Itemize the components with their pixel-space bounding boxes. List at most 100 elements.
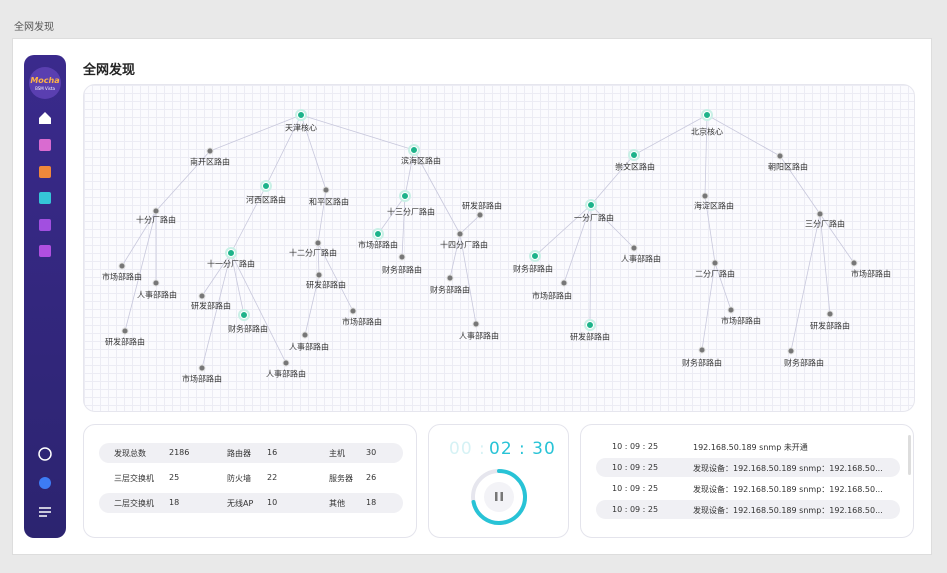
node-label: 十二分厂路由: [289, 248, 337, 258]
edge: [779, 155, 821, 215]
nav-item[interactable]: [39, 192, 51, 204]
scrollbar[interactable]: [908, 435, 911, 475]
node-label: 海淀区路由: [694, 201, 734, 211]
log-time: 10 : 09 : 25: [612, 505, 659, 514]
node-label: 财务部路由: [382, 265, 422, 275]
nav-more[interactable]: [39, 477, 51, 489]
stat-label: 无线AP: [227, 499, 254, 508]
edge: [589, 204, 592, 326]
node-dot: [446, 274, 454, 282]
node-dot: [476, 211, 484, 219]
node-dot: [630, 151, 638, 159]
node-label: 市场部路由: [102, 272, 142, 282]
node-dot: [121, 327, 129, 335]
edge: [201, 252, 232, 297]
node-dot: [315, 271, 323, 279]
nav-item[interactable]: [39, 139, 51, 151]
stat-value: 25: [169, 473, 180, 482]
node-label: 十四分厂路由: [440, 240, 488, 250]
stat-value: 2186: [169, 448, 190, 457]
node-label: 市场部路由: [182, 374, 222, 384]
edge: [300, 114, 415, 151]
sidebar: Mocha BSM Vista: [24, 55, 66, 538]
stats-row: 三层交换机 25 防火墙 22 服务器 26: [99, 468, 403, 488]
node-dot: [297, 111, 305, 119]
nav-menu[interactable]: [39, 507, 51, 517]
node-dot: [787, 347, 795, 355]
node-dot: [816, 210, 824, 218]
breadcrumb: 全网发现: [14, 22, 54, 33]
node-dot: [560, 279, 568, 287]
nav-item[interactable]: [39, 166, 51, 178]
edge: [300, 114, 327, 191]
nav-item[interactable]: [39, 245, 51, 257]
node-dot: [322, 186, 330, 194]
node-label: 财务部路由: [430, 285, 470, 295]
node-label: 天津核心: [285, 123, 317, 133]
log-time: 10 : 09 : 25: [612, 484, 659, 493]
log-message: 发现设备：192.168.50.189 snmp：192.168.50...: [693, 485, 883, 494]
node-label: 朝阳区路由: [768, 162, 808, 172]
edge: [230, 252, 245, 316]
stat-label: 主机: [329, 449, 345, 458]
edge: [265, 114, 302, 187]
stat-label: 发现总数: [114, 449, 146, 458]
nav-settings[interactable]: [38, 447, 52, 461]
node-label: 人事部路由: [266, 369, 306, 379]
edge: [304, 274, 320, 336]
log-card: 10 : 09 : 25 192.168.50.189 snmp 未开通 10 : …: [580, 424, 914, 538]
node-label: 南开区路由: [190, 157, 230, 167]
node-label: 研发部路由: [570, 332, 610, 342]
stat-label: 防火墙: [227, 474, 251, 483]
edge: [121, 210, 157, 267]
node-dot: [314, 239, 322, 247]
stat-value: 30: [366, 448, 377, 457]
node-label: 十三分厂路由: [387, 207, 435, 217]
edge: [633, 114, 708, 156]
node-dot: [118, 262, 126, 270]
node-dot: [472, 320, 480, 328]
node-label: 研发部路由: [462, 201, 502, 211]
stat-value: 22: [267, 473, 278, 482]
stats-card: 发现总数 2186 路由器 16 主机 30 三层交换机 25 防火墙 22 服务器 26 二层交换机 1…: [83, 424, 417, 538]
node-label: 人事部路由: [289, 342, 329, 352]
node-dot: [711, 259, 719, 267]
edge: [317, 242, 320, 276]
node-label: 市场部路由: [851, 269, 891, 279]
topology-graph: 天津核心 南开区路由 滨海区路由 河西区路由 和平区路由 十分厂路由 十三分厂路由 研发部路由…: [83, 84, 915, 412]
node-dot: [727, 306, 735, 314]
node-dot: [850, 259, 858, 267]
edge: [819, 213, 855, 264]
edge: [459, 214, 481, 235]
node-label: 和平区路由: [309, 197, 349, 207]
node-dot: [701, 192, 709, 200]
stat-value: 16: [267, 448, 278, 457]
edge: [790, 213, 821, 352]
nav-item[interactable]: [39, 219, 51, 231]
node-label: 研发部路由: [306, 280, 346, 290]
node-label: 河西区路由: [246, 195, 286, 205]
log-row: 10 : 09 : 25 发现设备：192.168.50.189 snmp：192…: [596, 458, 900, 477]
node-dot: [630, 244, 638, 252]
node-label: 市场部路由: [358, 240, 398, 250]
node-label: 人事部路由: [459, 331, 499, 341]
node-label: 财务部路由: [513, 264, 553, 274]
logo-text: Mocha: [30, 76, 60, 85]
timer-card: 00 : 02 : 30: [428, 424, 569, 538]
log-message: 192.168.50.189 snmp 未开通: [693, 443, 808, 452]
stat-label: 二层交换机: [114, 499, 154, 508]
node-dot: [227, 249, 235, 257]
node-dot: [698, 346, 706, 354]
node-label: 三分厂路由: [805, 219, 845, 229]
log-row: 10 : 09 : 25 发现设备：192.168.50.189 snmp：192…: [596, 500, 900, 519]
edge: [701, 262, 716, 351]
node-label: 人事部路由: [621, 254, 661, 264]
stat-label: 其他: [329, 499, 345, 508]
nav-home[interactable]: [39, 112, 51, 124]
edge: [404, 149, 415, 197]
stat-value: 18: [169, 498, 180, 507]
edge: [706, 114, 781, 157]
pause-button[interactable]: [484, 482, 514, 512]
node-dot: [776, 152, 784, 160]
